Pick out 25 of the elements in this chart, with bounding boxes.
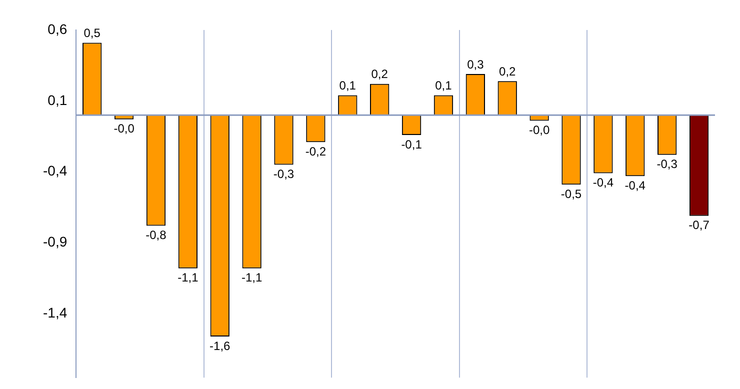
data-label: -0,3 [273, 167, 294, 182]
data-label: -0,1 [401, 137, 422, 152]
data-label: -0,8 [146, 228, 167, 242]
y-tick-label: 0,1 [48, 92, 68, 108]
data-label: -0,4 [592, 176, 614, 190]
data-label: -1,1 [178, 270, 199, 285]
data-label: -0,5 [560, 186, 582, 201]
data-label: 0,2 [371, 67, 388, 82]
data-label: 0,2 [499, 64, 516, 78]
data-label: 0,3 [467, 57, 484, 72]
data-label: 0,1 [435, 78, 452, 93]
data-label: 0,1 [339, 78, 356, 93]
data-label: -1,1 [241, 270, 262, 285]
data-label: -0,2 [305, 144, 326, 158]
data-label: -0,7 [688, 218, 710, 232]
y-tick-label: -0,4 [43, 162, 68, 179]
data-label: -0,3 [656, 157, 678, 172]
data-label: -0,0 [528, 123, 550, 138]
y-tick-label: -1,4 [43, 304, 68, 321]
y-tick-label: 0,6 [48, 20, 68, 37]
data-label: 0,5 [84, 26, 101, 40]
y-tick-label: -0,9 [43, 234, 68, 250]
data-label: -1,6 [210, 338, 231, 353]
data-label: -0,4 [624, 178, 646, 192]
data-label: -0,0 [114, 122, 135, 136]
